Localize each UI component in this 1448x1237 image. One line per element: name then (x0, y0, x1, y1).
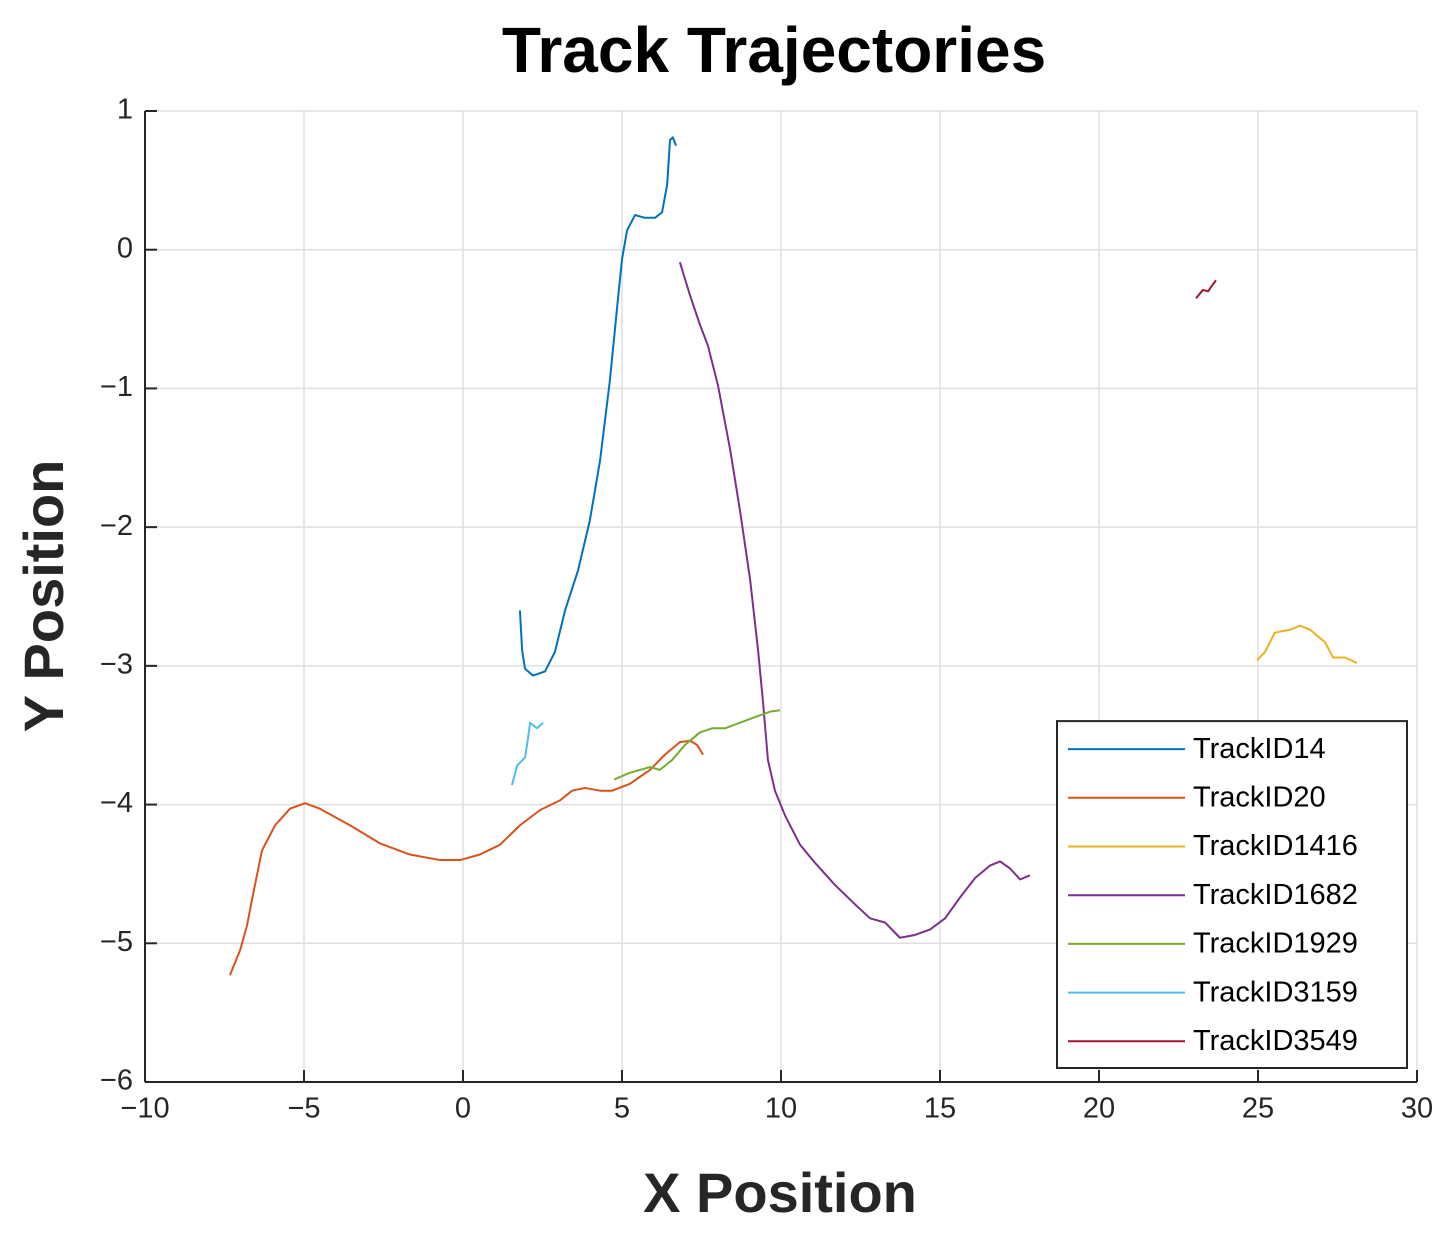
x-tick-label: 0 (455, 1093, 471, 1125)
series-line (1195, 279, 1217, 299)
legend-label: TrackID20 (1193, 781, 1326, 813)
x-tick-label: −5 (287, 1093, 320, 1125)
series-line (518, 136, 677, 677)
x-tick-label: 15 (924, 1093, 956, 1125)
x-axis-label: X Position (643, 1161, 917, 1224)
y-tick-label: −2 (100, 510, 133, 542)
y-tick-label: −6 (100, 1065, 133, 1097)
series-line (511, 721, 544, 786)
x-tick-label: 20 (1083, 1093, 1115, 1125)
series-line (1256, 624, 1358, 664)
legend-label: TrackID1416 (1193, 830, 1358, 862)
axes: −10 −5 0 5 10 15 20 25 30−6−5−4−3−2−101 (100, 94, 1433, 1125)
legend-label: TrackID14 (1193, 733, 1326, 765)
chart-title: Track Trajectories (502, 14, 1046, 86)
plot-area (228, 136, 1358, 976)
y-tick-label: 1 (117, 94, 133, 126)
y-tick-label: −5 (100, 926, 133, 958)
series-line (613, 709, 781, 781)
legend-label: TrackID3549 (1193, 1025, 1358, 1057)
legend-label: TrackID1929 (1193, 928, 1358, 960)
y-axis-label: Y Position (12, 460, 75, 733)
legend-label: TrackID1682 (1193, 879, 1358, 911)
x-tick-label: 25 (1242, 1093, 1274, 1125)
y-tick-label: −3 (100, 649, 133, 681)
x-tick-label: −10 (120, 1093, 169, 1125)
legend: TrackID14 TrackID20 TrackID1416 TrackID1682… (1056, 720, 1408, 1069)
x-tick-label: 30 (1401, 1093, 1433, 1125)
x-tick-label: 5 (614, 1093, 630, 1125)
series-line (678, 261, 1031, 939)
y-tick-label: −1 (100, 371, 133, 403)
y-tick-label: 0 (117, 232, 133, 264)
y-tick-label: −4 (100, 787, 133, 819)
legend-label: TrackID3159 (1193, 976, 1358, 1008)
x-tick-label: 10 (765, 1093, 797, 1125)
